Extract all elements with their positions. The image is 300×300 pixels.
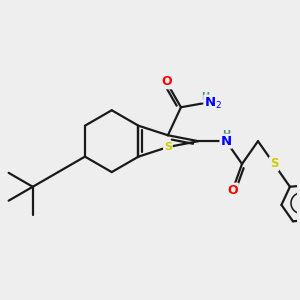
Text: S: S bbox=[164, 142, 172, 152]
Text: N: N bbox=[220, 135, 232, 148]
Text: O: O bbox=[161, 75, 172, 88]
Text: 2: 2 bbox=[215, 100, 221, 109]
Text: N: N bbox=[204, 96, 215, 109]
Text: H: H bbox=[201, 92, 209, 102]
Text: H: H bbox=[222, 130, 230, 140]
Text: O: O bbox=[227, 184, 238, 196]
Text: S: S bbox=[270, 158, 278, 170]
